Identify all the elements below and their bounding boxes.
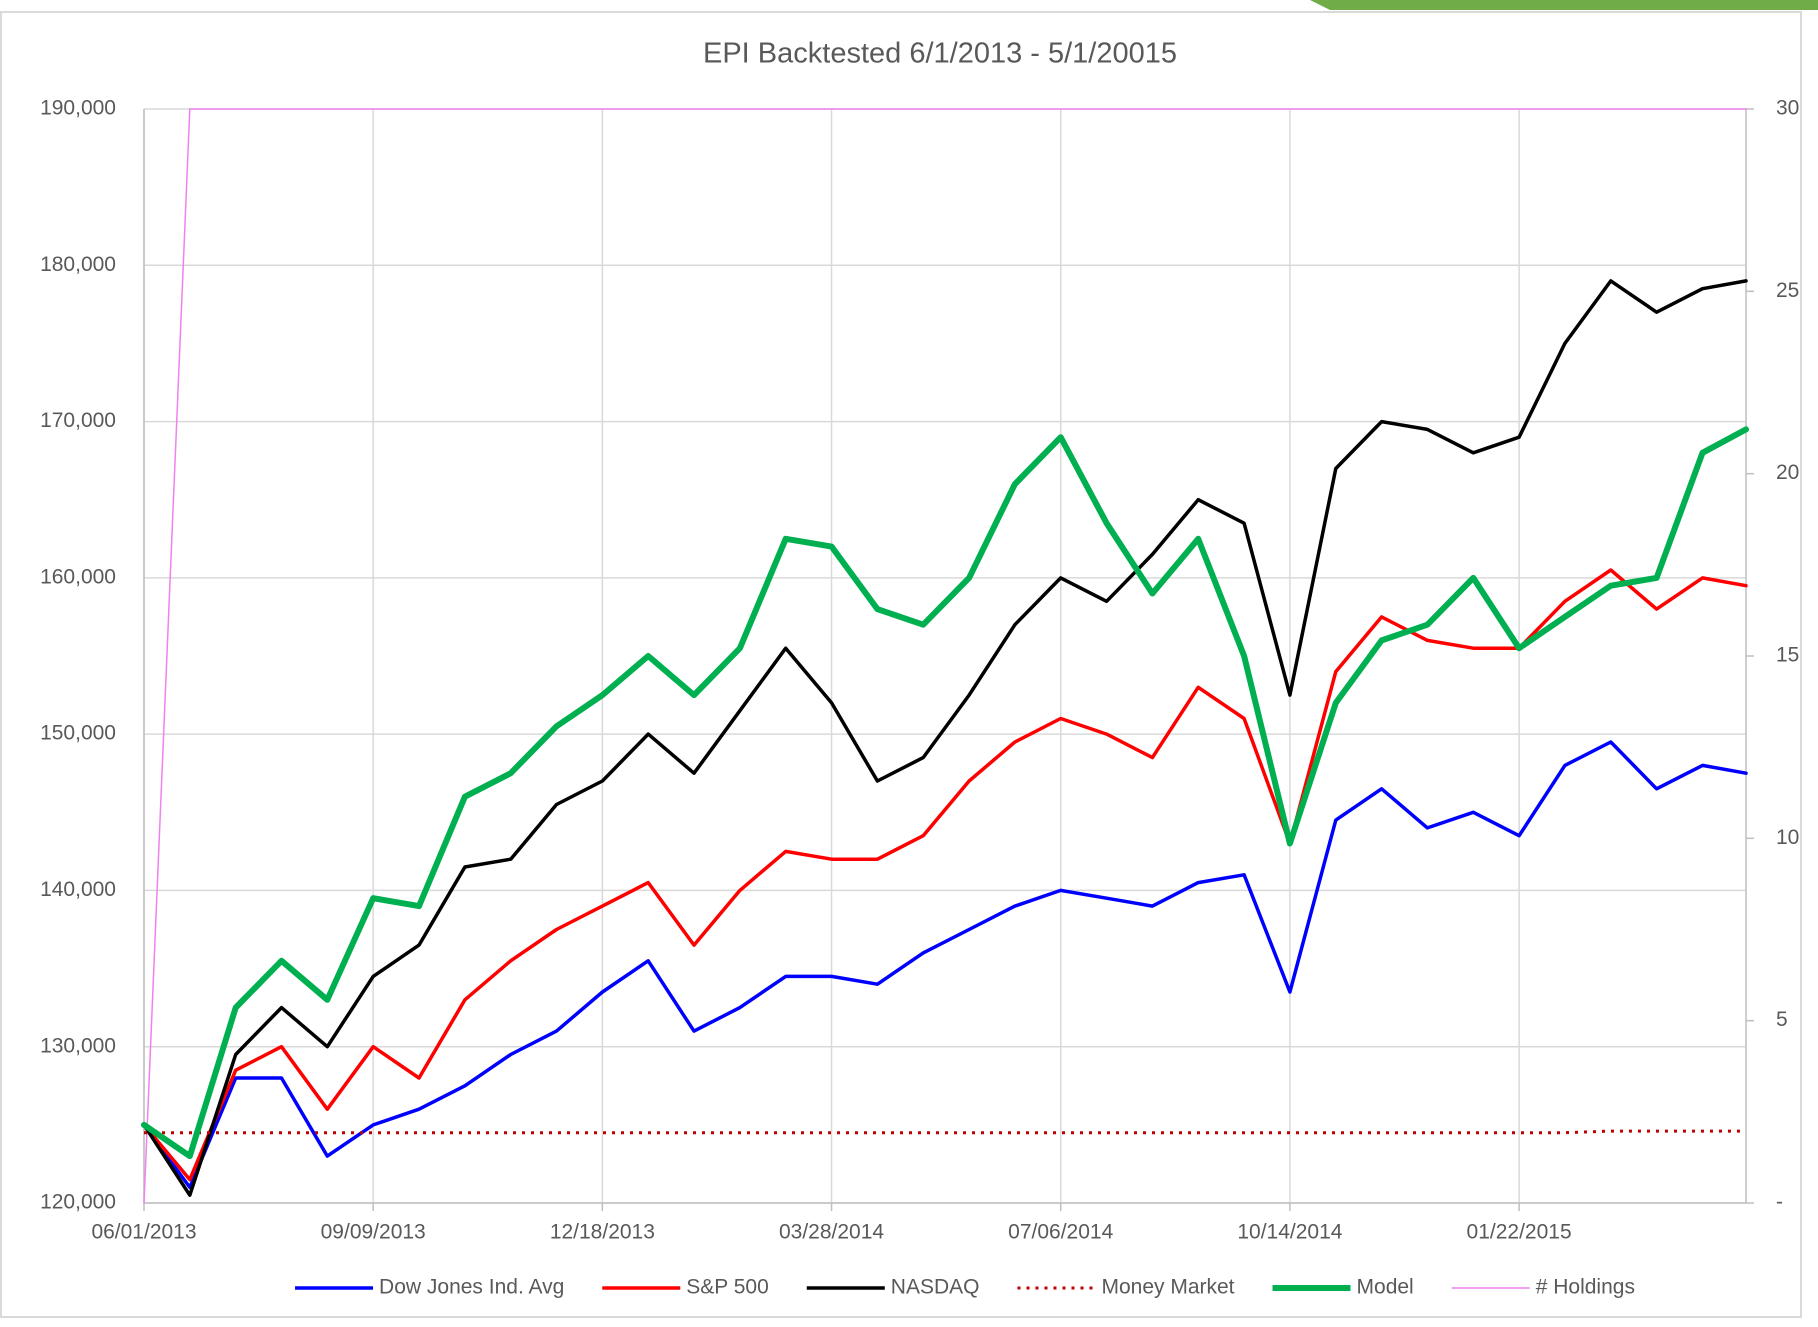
x-tick-label: 06/01/2013 xyxy=(91,1221,196,1244)
x-tick-label: 09/09/2013 xyxy=(321,1221,426,1244)
legend-label: S&P 500 xyxy=(686,1276,769,1299)
y-tick-label: 150,000 xyxy=(40,722,116,745)
legend: Dow Jones Ind. Avg S&P 500 NASDAQ Money Mar… xyxy=(295,1276,1635,1299)
y-tick-label: 170,000 xyxy=(40,409,116,432)
x-tick-label: 01/22/2015 xyxy=(1467,1221,1572,1244)
chart-frame xyxy=(0,11,1802,1318)
y-tick-label: 190,000 xyxy=(40,97,116,120)
legend-label: # Holdings xyxy=(1536,1276,1635,1299)
y2-tick-label: 10 xyxy=(1776,826,1799,849)
legend-label: Money Market xyxy=(1101,1276,1234,1299)
x-tick-label: 07/06/2014 xyxy=(1008,1221,1113,1244)
x-tick-label: 12/18/2013 xyxy=(550,1221,655,1244)
legend-label: Dow Jones Ind. Avg xyxy=(379,1276,564,1299)
y-tick-label: 120,000 xyxy=(40,1191,116,1214)
x-tick-label: 10/14/2014 xyxy=(1237,1221,1342,1244)
decoration xyxy=(1310,0,1818,10)
y2-tick-label: 5 xyxy=(1776,1008,1788,1031)
y2-tick-label: 20 xyxy=(1776,461,1799,484)
series-line xyxy=(142,568,1748,1182)
y2-tick-label: - xyxy=(1776,1191,1783,1214)
y2-tick-label: 25 xyxy=(1776,279,1799,302)
legend-item: # Holdings xyxy=(1451,1276,1635,1299)
y-tick-label: 140,000 xyxy=(40,878,116,901)
legend-label: Model xyxy=(1357,1276,1414,1299)
x-tick-label: 03/28/2014 xyxy=(779,1221,884,1244)
legend-item: Money Market xyxy=(1017,1276,1235,1299)
y2-tick-label: 30 xyxy=(1776,97,1799,120)
legend-item: NASDAQ xyxy=(806,1276,980,1299)
series-line xyxy=(141,426,1749,1160)
series-line xyxy=(142,740,1748,1190)
series-line xyxy=(143,108,1747,1204)
y-tick-label: 130,000 xyxy=(40,1034,116,1057)
legend-item: Dow Jones Ind. Avg xyxy=(295,1276,564,1299)
legend-item: Model xyxy=(1272,1276,1414,1299)
legend-label: NASDAQ xyxy=(891,1276,980,1299)
series-line xyxy=(142,279,1748,1197)
series-line xyxy=(144,1129,1746,1135)
chart-title: EPI Backtested 6/1/2013 - 5/1/20015 xyxy=(703,38,1177,70)
y2-tick-label: 15 xyxy=(1776,644,1799,667)
legend-item: S&P 500 xyxy=(602,1276,769,1299)
y-tick-label: 160,000 xyxy=(40,565,116,588)
y-tick-label: 180,000 xyxy=(40,253,116,276)
